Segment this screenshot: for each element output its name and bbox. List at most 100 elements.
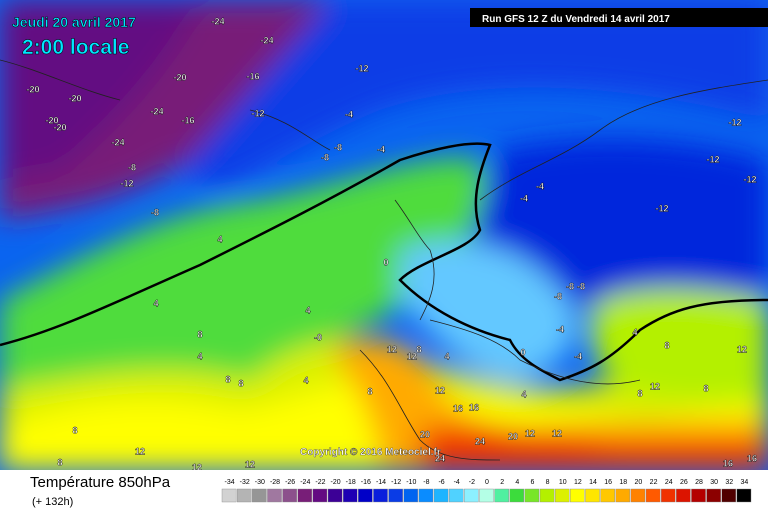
contour-label: 8: [57, 457, 62, 467]
scale-swatch: [676, 488, 691, 503]
scale-swatch: [267, 488, 282, 503]
contour-label: -20: [26, 84, 39, 94]
contour-label: 12: [245, 459, 255, 469]
zero-isotherm: [0, 142, 768, 382]
scale-label: 26: [680, 479, 688, 486]
contour-label: -16: [246, 71, 259, 81]
scale-label: -6: [438, 479, 444, 486]
lead-time: (+ 132h): [32, 496, 73, 508]
scale-swatch: [373, 488, 388, 503]
contour-label: -4: [345, 109, 353, 119]
scale-swatch: [282, 488, 297, 503]
contour-label: 20: [420, 429, 430, 439]
scale-swatch: [221, 488, 237, 503]
scale-swatch: [358, 488, 373, 503]
scale-swatch: [554, 488, 570, 503]
contour-label: 4: [632, 327, 637, 337]
scale-label: 28: [695, 479, 703, 486]
contour-label: -4: [377, 144, 385, 154]
scale-label: 0: [485, 479, 489, 486]
scale-label: 32: [725, 479, 733, 486]
contour-label: -20: [68, 93, 81, 103]
scale-swatch: [660, 488, 676, 503]
scale-swatch: [736, 488, 752, 503]
scale-swatch: [479, 488, 494, 503]
scale-swatch: [464, 488, 479, 503]
scale-label: -24: [300, 479, 310, 486]
scale-swatch: [403, 488, 419, 503]
scale-swatch: [645, 488, 661, 503]
scale-swatch: [721, 488, 737, 503]
scale-swatch: [252, 488, 267, 503]
contour-label: 12: [525, 428, 535, 438]
contour-label: 12: [387, 344, 397, 354]
contour-label: 12: [135, 446, 145, 456]
contour-label: -20: [45, 115, 58, 125]
coastlines: [0, 59, 768, 461]
scale-swatch: [570, 488, 585, 503]
scale-swatch: [388, 488, 403, 503]
contour-label: -12: [120, 178, 133, 188]
contour-label: -20: [53, 122, 66, 132]
contour-label: -8: [334, 142, 342, 152]
contour-label: -24: [111, 137, 124, 147]
contour-label: -8: [577, 281, 585, 291]
scale-label: 18: [619, 479, 627, 486]
contour-label: 16: [453, 403, 463, 413]
scale-label: -12: [391, 479, 401, 486]
contour-label: 12: [552, 428, 562, 438]
contour-label: -8: [566, 281, 574, 291]
scale-swatch: [600, 488, 615, 503]
contour-label: -20: [173, 72, 186, 82]
scale-label: -34: [225, 479, 235, 486]
field-title: Température 850hPa: [30, 474, 171, 491]
contour-label: -24: [211, 16, 224, 26]
contour-label: 24: [435, 453, 445, 463]
scale-swatch: [433, 488, 449, 503]
scale-label: 22: [650, 479, 658, 486]
contour-label: 12: [737, 344, 747, 354]
contour-label: 4: [444, 351, 449, 361]
contour-label: -12: [655, 203, 668, 213]
temperature-field: [0, 0, 768, 470]
scale-label: -4: [454, 479, 460, 486]
scale-swatch: [342, 488, 358, 503]
contour-label: 8: [367, 386, 372, 396]
scale-swatch: [236, 488, 252, 503]
contour-label: -24: [150, 106, 163, 116]
contour-label: -8: [554, 291, 562, 301]
contour-label: 24: [475, 436, 485, 446]
scale-swatch: [297, 488, 313, 503]
scale-swatch: [509, 488, 525, 503]
contour-label: 8: [703, 383, 708, 393]
contour-label: -8: [151, 207, 159, 217]
contour-label: 8: [225, 374, 230, 384]
contour-label: 16: [747, 453, 757, 463]
contour-label: 16: [469, 402, 479, 412]
scale-label: -16: [361, 479, 371, 486]
scale-label: -18: [346, 479, 356, 486]
contour-label: 12: [435, 385, 445, 395]
contour-label: 20: [508, 431, 518, 441]
color-scale: -34 -32 -30 -28 -26 -24 -22 -20 -18 -16 -14 -12 -10-…: [221, 479, 752, 503]
contour-label: 8: [72, 425, 77, 435]
scale-label: -8: [423, 479, 429, 486]
scale-swatch: [630, 488, 646, 503]
contour-label: 8: [637, 388, 642, 398]
scale-label: 16: [604, 479, 612, 486]
scale-swatch: [312, 488, 328, 503]
contour-label: 8: [238, 378, 243, 388]
scale-label: 30: [710, 479, 718, 486]
scale-swatch: [691, 488, 706, 503]
scale-swatch: [494, 488, 509, 503]
contour-label: -12: [743, 174, 756, 184]
contour-label: -8: [321, 152, 329, 162]
contour-label: -16: [181, 115, 194, 125]
scale-label: 24: [665, 479, 673, 486]
contour-label: 16: [723, 458, 733, 468]
scale-label: -30: [255, 479, 265, 486]
contour-label: 0: [383, 257, 388, 267]
scale-label: 10: [559, 479, 567, 486]
scale-label: 2: [500, 479, 504, 486]
scale-swatch: [585, 488, 600, 503]
